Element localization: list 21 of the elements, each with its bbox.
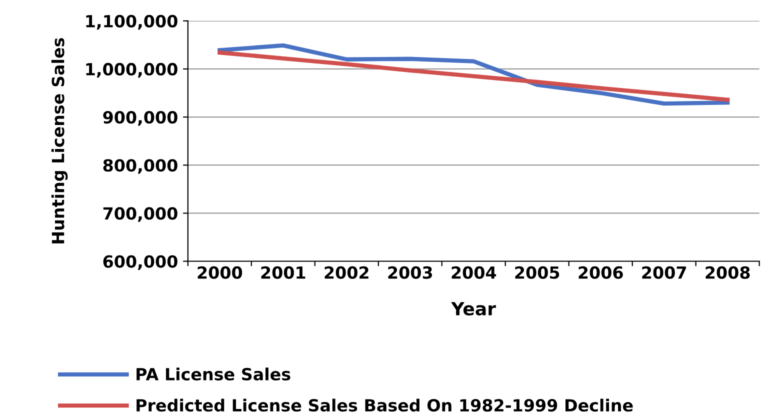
legend-label: PA License Sales [136,368,290,380]
x-tick-label: 2005 [515,266,560,279]
y-tick-label: 800,000 [103,159,178,174]
line-series [218,43,730,106]
x-tick-label: 2003 [388,266,432,279]
x-tick-label: 2004 [452,266,496,279]
y-tick-label: 900,000 [103,111,178,126]
x-tick-label: 2002 [324,266,368,279]
y-axis-title: Hunting License Sales [51,38,68,244]
x-tick-label: 2008 [706,266,750,279]
y-tick-label: 1,000,000 [86,62,178,78]
legend-label: Predicted License Sales Based On 1982-1999 Decline [136,398,633,412]
x-axis-title: Year [451,302,496,316]
y-tick-label: 600,000 [103,255,178,270]
x-tick-label: 2007 [642,266,686,279]
x-tick-label: 2000 [198,266,242,279]
x-tick-label: 2001 [261,266,306,279]
y-tick-label: 700,000 [103,207,178,222]
line-series [218,50,730,102]
y-tick-label: 1,100,000 [86,14,178,30]
x-tick-label: 2006 [578,266,623,279]
